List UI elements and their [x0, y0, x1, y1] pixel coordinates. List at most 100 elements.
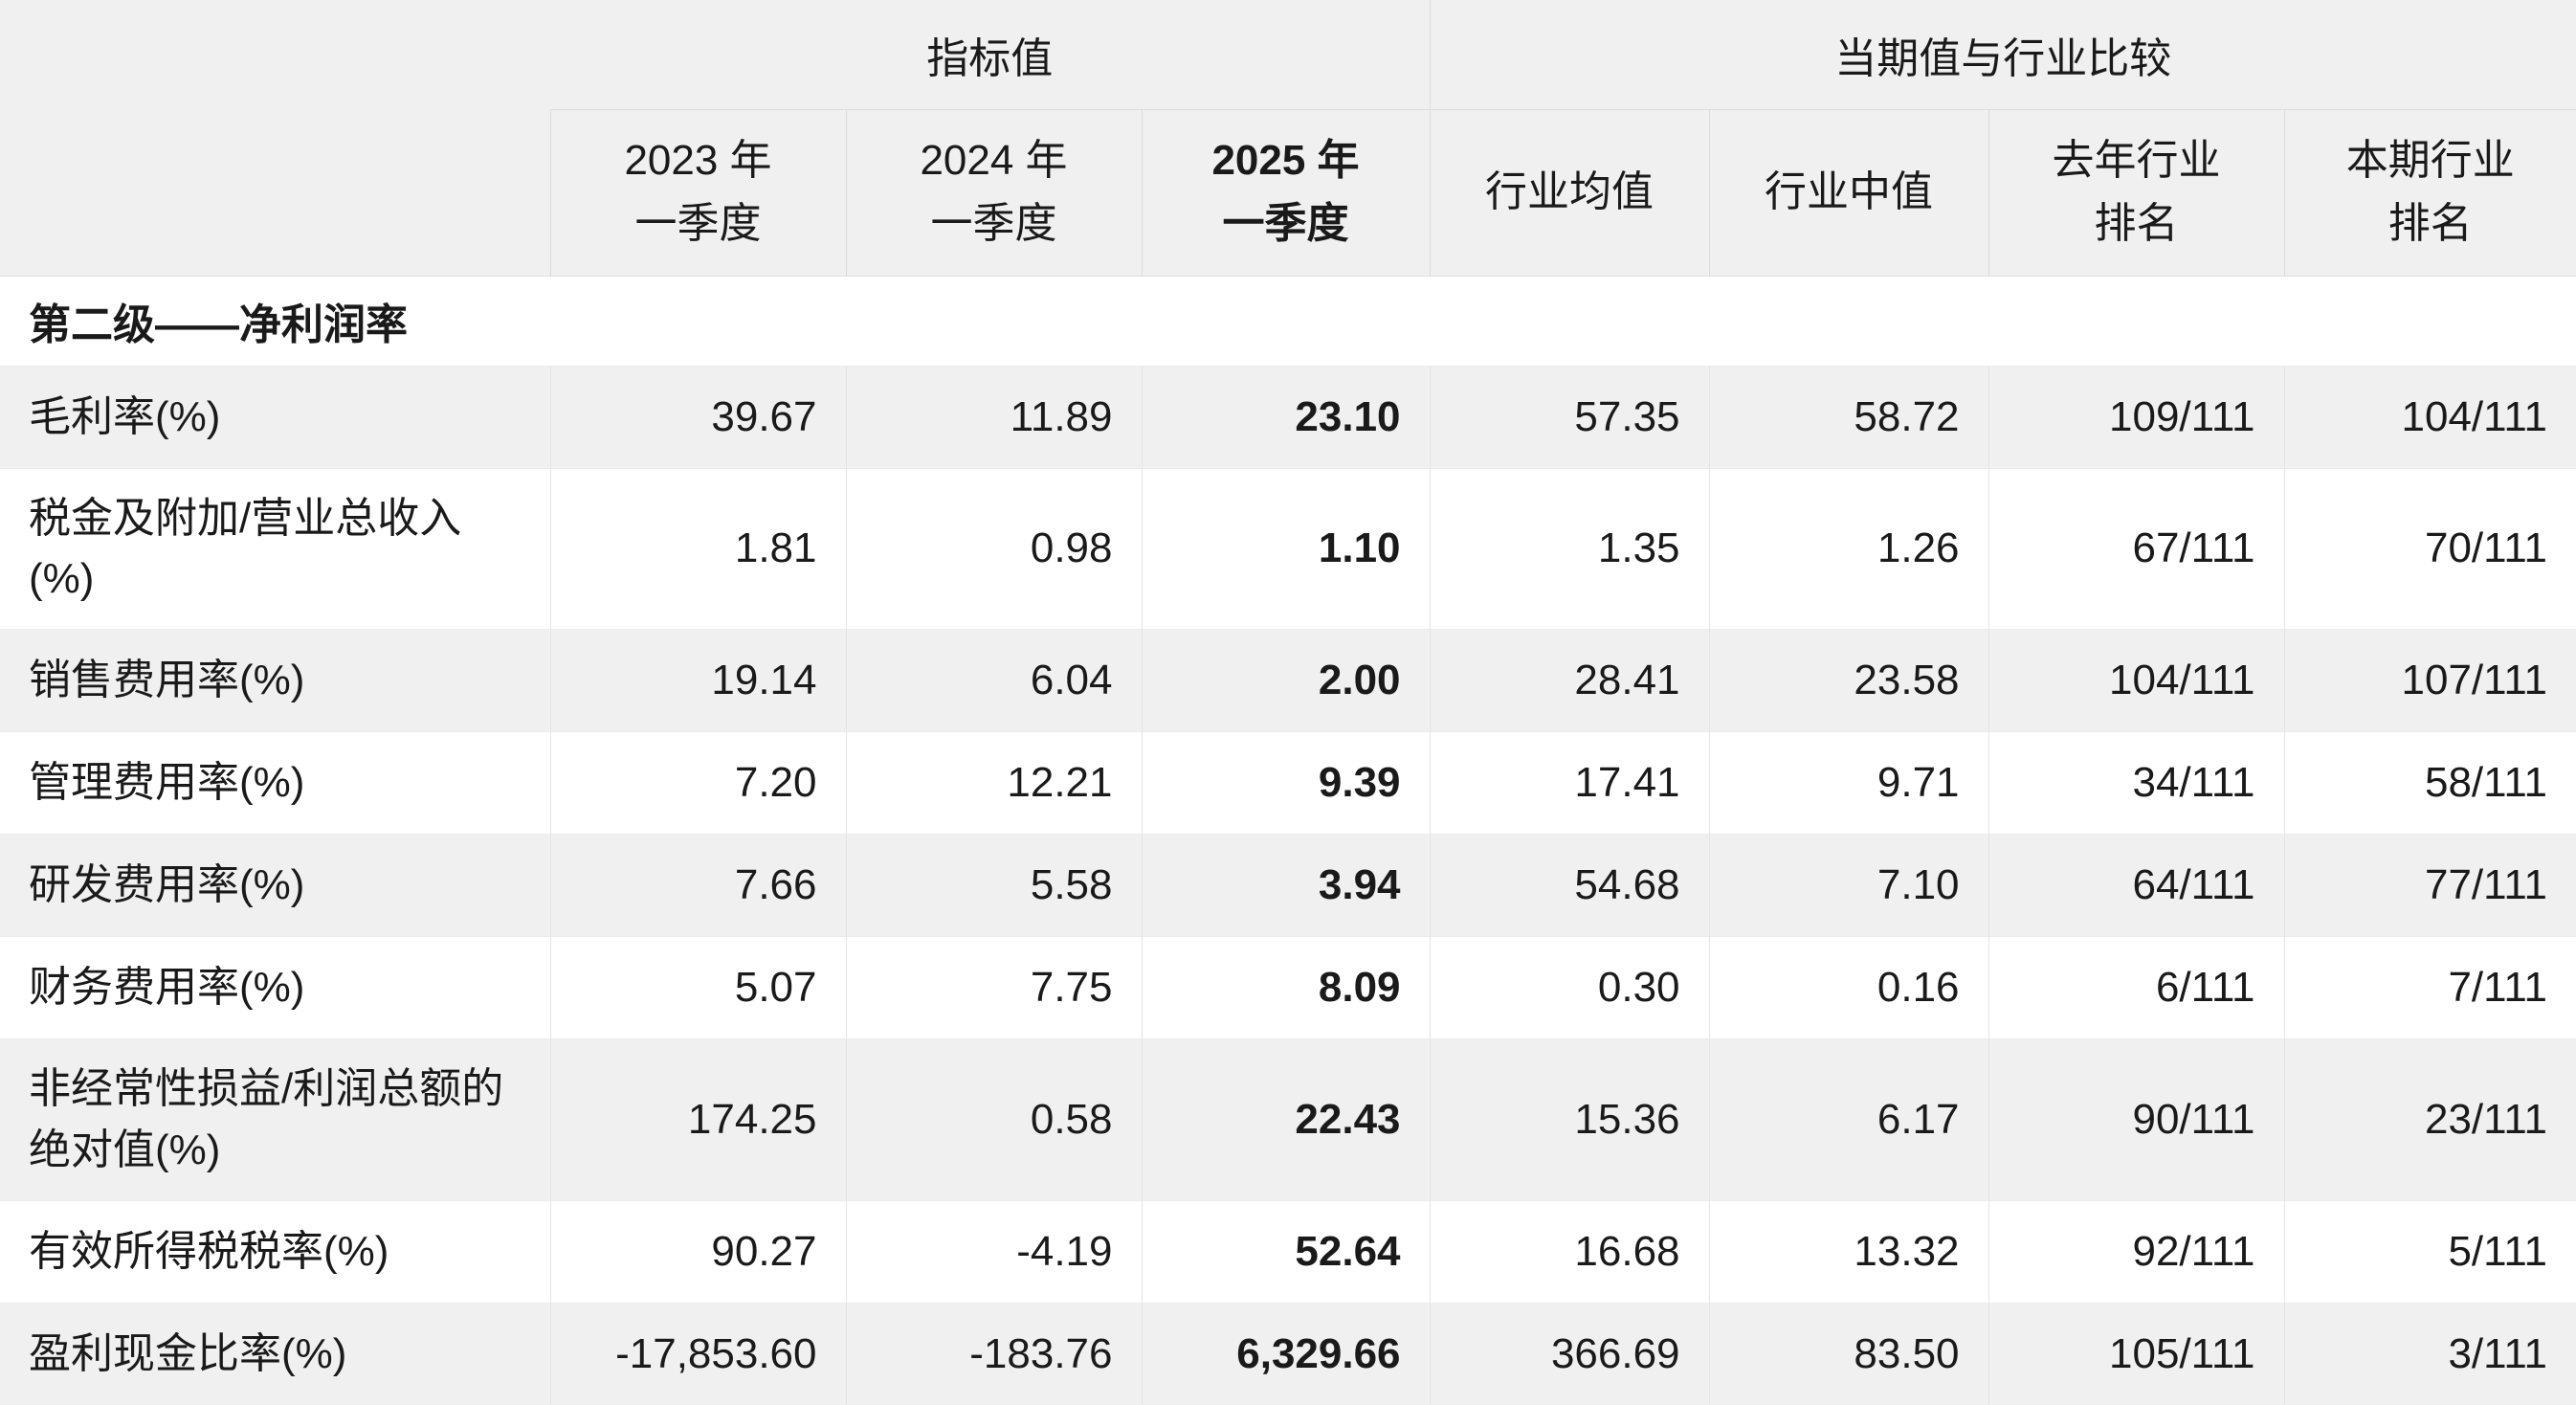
cell-value: 23.10 [1141, 365, 1431, 468]
row-label: 税金及附加/营业总收入(%) [0, 467, 550, 630]
cell-value: 7.75 [845, 936, 1142, 1039]
cell-value: -17,853.60 [549, 1302, 846, 1405]
cell-value: 5.07 [549, 936, 846, 1039]
cell-value: 109/111 [1988, 365, 2285, 468]
cell-value: 7/111 [2283, 936, 2576, 1039]
cell-value: 6/111 [1988, 936, 2285, 1039]
cell-value: 12.21 [845, 731, 1142, 835]
cell-value: 90.27 [549, 1199, 846, 1304]
row-label: 销售费用率(%) [0, 629, 550, 732]
column-header-6: 去年行业 排名 [1988, 109, 2285, 277]
cell-value: 104/111 [2283, 365, 2576, 468]
cell-value: 15.36 [1429, 1038, 1710, 1201]
column-header-line: 去年行业 [2052, 137, 2221, 184]
cell-value: 64/111 [1988, 834, 2285, 937]
cell-value: 7.66 [549, 834, 846, 937]
cell-value: 1.10 [1141, 467, 1431, 630]
cell-value: 90/111 [1988, 1038, 2285, 1201]
cell-value: 1.81 [549, 467, 846, 630]
cell-value: 7.20 [549, 731, 846, 835]
table-row: 盈利现金比率(%) -17,853.60 -183.76 6,329.66 366.69… [0, 1302, 2576, 1405]
cell-value: 0.98 [845, 467, 1142, 630]
cell-value: 16.68 [1429, 1199, 1710, 1304]
row-label: 有效所得税税率(%) [0, 1199, 550, 1304]
cell-value: 58/111 [2283, 731, 2576, 835]
row-label: 非经常性损益/利润总额的绝对值(%) [0, 1038, 550, 1201]
table-row: 财务费用率(%) 5.07 7.75 8.09 0.30 0.16 6/111 7/111 [0, 936, 2576, 1039]
cell-value: 52.64 [1141, 1199, 1431, 1304]
cell-value: 104/111 [1988, 629, 2285, 732]
cell-value: 1.26 [1708, 467, 1989, 630]
cell-value: 366.69 [1429, 1302, 1710, 1405]
cell-value: 105/111 [1988, 1302, 2285, 1405]
column-header-line: 一季度 [930, 200, 1057, 247]
column-header-line: 2023 年 [624, 137, 772, 184]
table-row: 有效所得税税率(%) 90.27 -4.19 52.64 16.68 13.32 92/11… [0, 1199, 2576, 1304]
cell-value: 83.50 [1708, 1302, 1989, 1405]
cell-value: 11.89 [845, 365, 1142, 468]
column-header-line: 2025 年 [1211, 137, 1360, 184]
cell-value: 1.35 [1429, 467, 1710, 630]
cell-value: 17.41 [1429, 731, 1710, 835]
group-header-row: 指标值 当期值与行业比较 [0, 0, 2576, 277]
cell-value: 0.30 [1429, 936, 1710, 1039]
table-row: 毛利率(%) 39.67 11.89 23.10 57.35 58.72 109/111 10… [0, 365, 2576, 468]
cell-value: 0.58 [845, 1038, 1142, 1201]
cell-value: 67/111 [1988, 467, 2285, 630]
row-label: 毛利率(%) [0, 365, 550, 468]
cell-value: 77/111 [2283, 834, 2576, 937]
cell-value: 6,329.66 [1141, 1302, 1431, 1405]
column-header-3: 2025 年一季度 [1141, 109, 1431, 277]
cell-value: 2.00 [1141, 629, 1431, 732]
table-row: 税金及附加/营业总收入(%) 1.81 0.98 1.10 1.35 1.26 67/111… [0, 467, 2576, 630]
column-header-line: 排名 [2387, 200, 2473, 247]
cell-value: 34/111 [1988, 731, 2285, 835]
cell-value: 9.39 [1141, 731, 1431, 835]
column-header-line: 排名 [2094, 200, 2179, 247]
column-header-1: 2023 年一季度 [549, 109, 846, 277]
cell-value: 9.71 [1708, 731, 1989, 835]
column-header-line: 2024 年 [920, 137, 1068, 184]
row-label: 研发费用率(%) [0, 834, 550, 937]
cell-value: 3/111 [2283, 1302, 2576, 1405]
column-header-4: 行业均值 [1429, 109, 1710, 277]
column-header-line: 一季度 [1222, 200, 1349, 247]
cell-value: 54.68 [1429, 834, 1710, 937]
cell-value: 23.58 [1708, 629, 1989, 732]
table-row: 管理费用率(%) 7.20 12.21 9.39 17.41 9.71 34/111 58/1… [0, 731, 2576, 835]
cell-value: 22.43 [1141, 1038, 1431, 1201]
table-header: 指标值 当期值与行业比较 2023 年一季度 2024 年一季度 2025 年一季度… [0, 0, 2576, 277]
column-header-line: 行业均值 [1485, 168, 1654, 215]
cell-value: 174.25 [549, 1038, 846, 1201]
row-label: 管理费用率(%) [0, 731, 550, 835]
cell-value: 39.67 [549, 365, 846, 468]
cell-value: -4.19 [845, 1199, 1142, 1304]
cell-value: 92/111 [1988, 1199, 2285, 1304]
cell-value: 19.14 [549, 629, 846, 732]
section-title: 第二级——净利润率 [0, 276, 2576, 366]
column-header-row: 2023 年一季度 2024 年一季度 2025 年一季度 行业均值 行业中值 去年行业排… [0, 109, 2576, 277]
cell-value: 6.04 [845, 629, 1142, 732]
column-header-line: 本期行业 [2345, 137, 2515, 184]
cell-value: 6.17 [1708, 1038, 1989, 1201]
cell-value: 0.16 [1708, 936, 1989, 1039]
cell-value: 8.09 [1141, 936, 1431, 1039]
table-body: 第二级——净利润率 毛利率(%) 39.67 11.89 23.10 57.35 58.72… [0, 276, 2576, 1405]
group-header-industry-comparison: 当期值与行业比较 [1429, 0, 2576, 110]
column-header-2: 2024 年一季度 [845, 109, 1142, 277]
cell-value: 70/111 [2283, 467, 2576, 630]
cell-value: -183.76 [845, 1302, 1142, 1405]
cell-value: 28.41 [1429, 629, 1710, 732]
group-header-indicator-values: 指标值 [550, 0, 1431, 110]
cell-value: 57.35 [1429, 365, 1710, 468]
column-header-7: 本期行业 排名 [2283, 109, 2576, 277]
row-label: 财务费用率(%) [0, 936, 550, 1039]
column-header-line: 一季度 [634, 200, 762, 247]
corner-cell [0, 0, 550, 277]
table-row: 非经常性损益/利润总额的绝对值(%) 174.25 0.58 22.43 15.36 6.… [0, 1038, 2576, 1201]
section-header-row: 第二级——净利润率 [0, 276, 2576, 366]
cell-value: 3.94 [1141, 834, 1431, 937]
row-label: 盈利现金比率(%) [0, 1302, 550, 1405]
cell-value: 13.32 [1708, 1199, 1989, 1304]
